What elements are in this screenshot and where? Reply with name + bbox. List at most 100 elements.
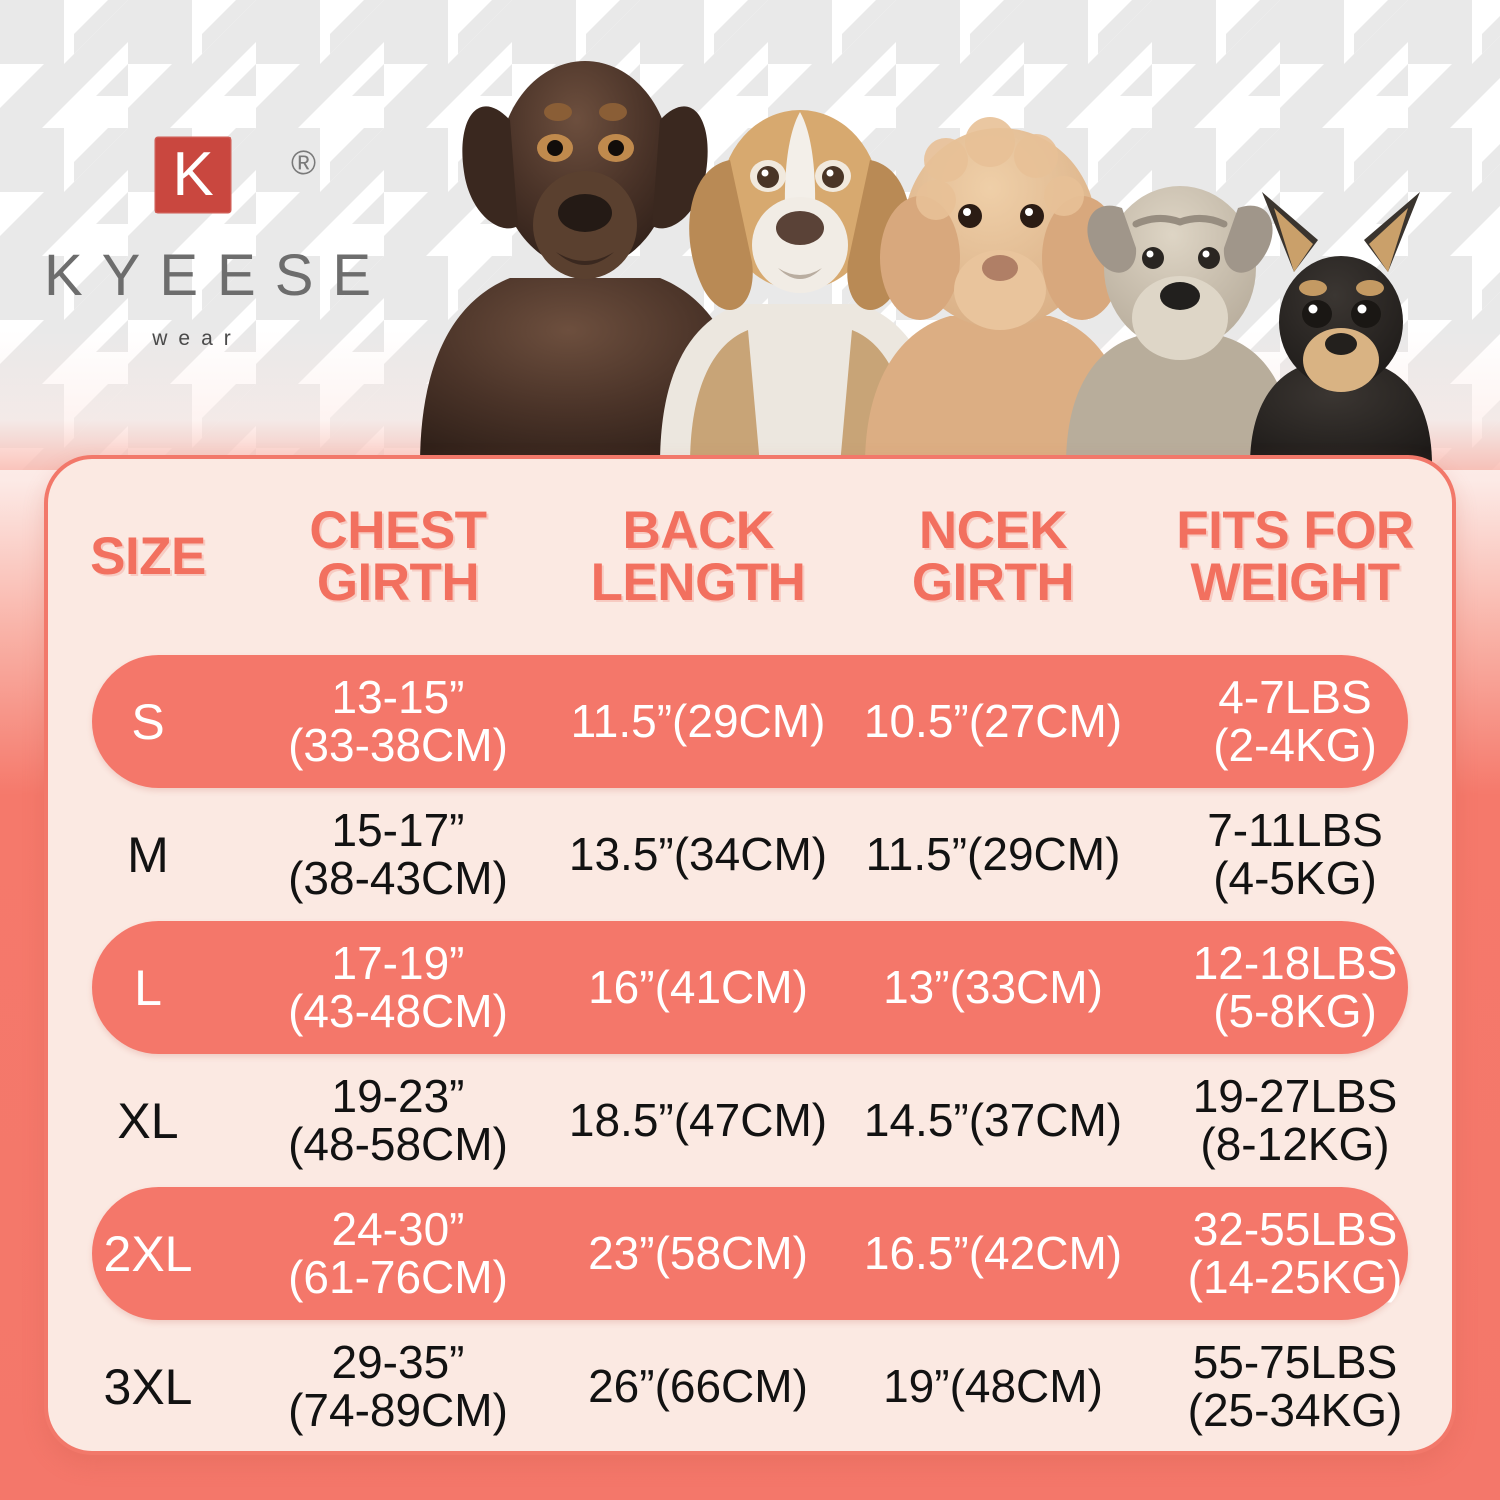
weight-lbs: 55-75LBS xyxy=(1192,1335,1398,1388)
row-highlight-pill xyxy=(92,921,1408,1054)
dog-photo-strip xyxy=(360,0,1470,465)
cell-neck-girth-0: 10.5”(27CM) xyxy=(848,694,1138,747)
cell-neck-girth-4: 16.5”(42CM) xyxy=(848,1226,1138,1279)
cell-back-length-3: 18.5”(47CM) xyxy=(548,1093,848,1146)
cell-fits-weight-4: 32-55LBS (14-25KG) xyxy=(1138,1202,1452,1303)
chest-inches: 15-17” xyxy=(331,803,465,856)
chest-inches: 17-19” xyxy=(331,936,465,989)
cell-size-3: XL xyxy=(48,1095,248,1147)
neck-girth-value: 10.5”(27CM) xyxy=(863,694,1123,747)
brand-logo: K ® KYEESE wear xyxy=(28,138,391,363)
weight-kg: (4-5KG) xyxy=(1213,851,1377,904)
cell-size-0: S xyxy=(48,696,248,748)
table-row[interactable]: L 17-19” (43-48CM) 16”(41CM) 13”(33CM) 12-18L… xyxy=(48,921,1452,1054)
header-size: SIZE xyxy=(90,527,206,587)
header-back-length: BACK LENGTH xyxy=(590,501,806,612)
neck-girth-value: 14.5”(37CM) xyxy=(863,1093,1123,1146)
cell-fits-weight-1: 7-11LBS (4-5KG) xyxy=(1138,803,1452,904)
back-length-value: 16”(41CM) xyxy=(588,960,808,1013)
chest-inches: 13-15” xyxy=(331,670,465,723)
chest-cm: (74-89CM) xyxy=(288,1383,508,1436)
header-neck-girth: NCEK GIRTH xyxy=(911,501,1075,612)
cell-fits-weight-3: 19-27LBS (8-12KG) xyxy=(1138,1069,1452,1170)
cell-back-length-4: 23”(58CM) xyxy=(548,1226,848,1279)
back-length-value: 11.5”(29CM) xyxy=(570,694,826,747)
table-row[interactable]: M 15-17” (38-43CM) 13.5”(34CM) 11.5”(29CM) 7-… xyxy=(48,788,1452,921)
chest-cm: (38-43CM) xyxy=(288,851,508,904)
neck-girth-value: 16.5”(42CM) xyxy=(863,1226,1123,1279)
weight-kg: (2-4KG) xyxy=(1213,718,1377,771)
cell-neck-girth-2: 13”(33CM) xyxy=(848,960,1138,1013)
back-length-value: 23”(58CM) xyxy=(588,1226,808,1279)
cell-chest-girth-4: 24-30” (61-76CM) xyxy=(248,1202,548,1303)
chest-cm: (43-48CM) xyxy=(288,984,508,1037)
cell-back-length-1: 13.5”(34CM) xyxy=(548,827,848,880)
cell-chest-girth-1: 15-17” (38-43CM) xyxy=(248,803,548,904)
chest-inches: 24-30” xyxy=(331,1202,465,1255)
weight-lbs: 12-18LBS xyxy=(1192,936,1398,989)
chihuahua-dog xyxy=(1250,192,1432,465)
cell-neck-girth-3: 14.5”(37CM) xyxy=(848,1093,1138,1146)
table-row[interactable]: XL 19-23” (48-58CM) 18.5”(47CM) 14.5”(37CM) 1… xyxy=(48,1054,1452,1187)
neck-girth-value: 11.5”(29CM) xyxy=(865,827,1121,880)
size-value: 3XL xyxy=(103,1358,193,1415)
cell-size-1: M xyxy=(48,829,248,881)
cell-back-length-2: 16”(41CM) xyxy=(548,960,848,1013)
k-mark-icon: K xyxy=(156,138,230,212)
neck-girth-value: 19”(48CM) xyxy=(883,1359,1103,1412)
cell-back-length-0: 11.5”(29CM) xyxy=(548,694,848,747)
table-row[interactable]: 2XL 24-30” (61-76CM) 23”(58CM) 16.5”(42CM) 32… xyxy=(48,1187,1452,1320)
back-length-value: 13.5”(34CM) xyxy=(568,827,828,880)
logo-mark-wrap: K ® xyxy=(28,138,358,236)
cell-chest-girth-3: 19-23” (48-58CM) xyxy=(248,1069,548,1170)
cell-size-4: 2XL xyxy=(48,1228,248,1280)
cell-back-length-5: 26”(66CM) xyxy=(548,1359,848,1412)
schnauzer-dog xyxy=(1066,186,1294,465)
size-value: L xyxy=(134,959,162,1016)
chest-inches: 19-23” xyxy=(331,1069,465,1122)
size-chart-card: SIZE CHEST GIRTH BACK LENGTH NCEK GIRTH xyxy=(44,455,1456,1455)
cell-size-5: 3XL xyxy=(48,1361,248,1413)
weight-kg: (8-12KG) xyxy=(1200,1117,1390,1170)
weight-kg: (5-8KG) xyxy=(1213,984,1377,1037)
weight-lbs: 4-7LBS xyxy=(1218,670,1372,723)
brand-wordmark: KYEESE xyxy=(44,243,391,308)
header-fits-for-weight: FITS FOR WEIGHT xyxy=(1176,501,1414,612)
table-row[interactable]: 3XL 29-35” (74-89CM) 26”(66CM) 19”(48CM) 55-7… xyxy=(48,1320,1452,1451)
cell-neck-girth-1: 11.5”(29CM) xyxy=(848,827,1138,880)
cell-chest-girth-2: 17-19” (43-48CM) xyxy=(248,936,548,1037)
header-chest-girth: CHEST GIRTH xyxy=(309,501,487,612)
back-length-value: 26”(66CM) xyxy=(588,1359,808,1412)
table-body: S 13-15” (33-38CM) 11.5”(29CM) 10.5”(27CM) 4-… xyxy=(48,655,1452,1451)
chest-cm: (61-76CM) xyxy=(288,1250,508,1303)
cell-neck-girth-5: 19”(48CM) xyxy=(848,1359,1138,1412)
size-table: SIZE CHEST GIRTH BACK LENGTH NCEK GIRTH xyxy=(48,459,1452,1451)
weight-kg: (25-34KG) xyxy=(1187,1383,1403,1436)
chest-inches: 29-35” xyxy=(331,1335,465,1388)
size-value: 2XL xyxy=(103,1225,193,1282)
weight-lbs: 7-11LBS xyxy=(1207,803,1383,856)
brand-subtitle: wear xyxy=(152,327,242,350)
doberman-dog xyxy=(420,61,750,465)
cell-chest-girth-0: 13-15” (33-38CM) xyxy=(248,670,548,770)
cell-fits-weight-0: 4-7LBS (2-4KG) xyxy=(1138,670,1452,771)
table-row[interactable]: S 13-15” (33-38CM) 11.5”(29CM) 10.5”(27CM) 4-… xyxy=(48,655,1452,788)
weight-lbs: 32-55LBS xyxy=(1192,1202,1398,1255)
poodle-dog xyxy=(865,117,1132,465)
chest-cm: (48-58CM) xyxy=(288,1117,508,1170)
size-value: S xyxy=(131,693,165,750)
weight-lbs: 19-27LBS xyxy=(1192,1069,1398,1122)
cell-fits-weight-5: 55-75LBS (25-34KG) xyxy=(1138,1335,1452,1436)
weight-kg: (14-25KG) xyxy=(1187,1250,1403,1303)
size-value: M xyxy=(127,826,169,883)
cell-size-2: L xyxy=(48,962,248,1014)
registered-trademark-icon: ® xyxy=(291,144,317,182)
size-value: XL xyxy=(117,1092,179,1149)
neck-girth-value: 13”(33CM) xyxy=(883,960,1103,1013)
row-highlight-pill xyxy=(92,655,1408,788)
back-length-value: 18.5”(47CM) xyxy=(568,1093,828,1146)
dogs-illustration xyxy=(420,61,1432,465)
cell-fits-weight-2: 12-18LBS (5-8KG) xyxy=(1138,936,1452,1037)
cell-chest-girth-5: 29-35” (74-89CM) xyxy=(248,1335,548,1436)
